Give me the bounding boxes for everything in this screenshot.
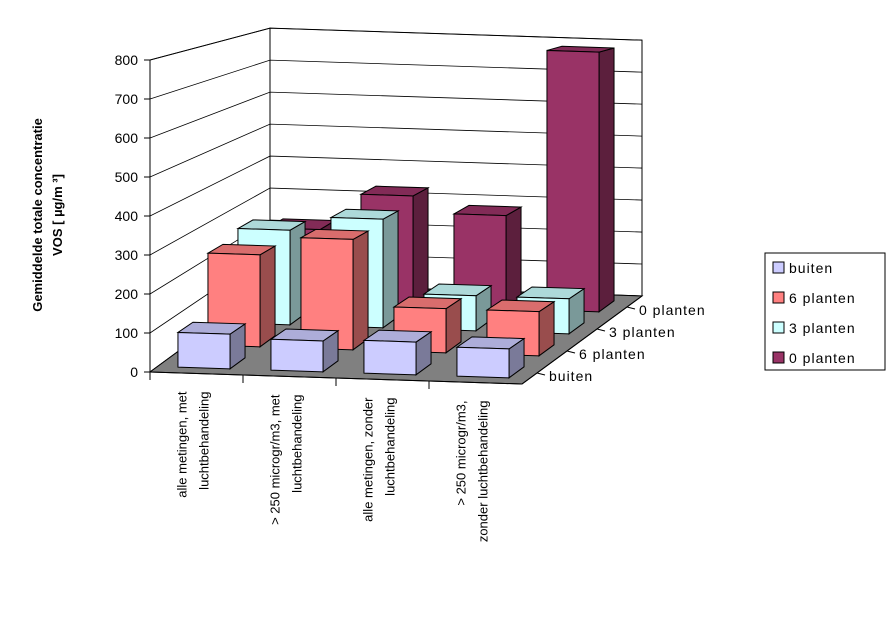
depth-axis	[521, 295, 643, 385]
x-tick-label: luchtbehandeling	[290, 395, 305, 493]
bar	[455, 336, 526, 379]
legend-label: 0 planten	[789, 350, 856, 366]
legend-swatch	[772, 321, 785, 334]
x-tick-label: zonder luchtbehandeling	[476, 401, 491, 543]
depth-tick-label: 3 planten	[609, 324, 676, 340]
x-tick-label: > 250 microgr/m3,	[454, 401, 469, 506]
legend-label: buiten	[789, 260, 833, 276]
grid-line	[149, 123, 643, 178]
grid-line	[149, 59, 643, 100]
bar-front	[177, 331, 231, 370]
y-axis-label: Gemiddelde totale concentratie VOS [ µg/…	[30, 118, 65, 312]
x-tick-label: luchtbehandeling	[383, 398, 398, 496]
depth-tick	[566, 350, 576, 354]
legend-swatch	[772, 291, 785, 304]
depth-tick-label: 0 planten	[639, 302, 706, 318]
x-tick-label: luchtbehandeling	[197, 392, 212, 490]
depth-tick	[626, 306, 636, 310]
y-tick-label: 0	[130, 364, 138, 380]
legend-swatch	[772, 261, 785, 274]
y-tick-label: 100	[115, 325, 139, 341]
y-tick-label: 600	[115, 130, 139, 146]
legend-box	[764, 252, 886, 371]
y-tick-label: 800	[115, 52, 139, 68]
bar	[362, 329, 433, 376]
bar-front	[270, 338, 324, 373]
bar	[299, 228, 370, 351]
bar-side	[352, 230, 369, 351]
x-tick-label: alle metingen, met	[175, 391, 190, 498]
x-tick-label: alle metingen, zonder	[361, 397, 376, 522]
depth-tick	[536, 372, 546, 376]
bar-side	[598, 47, 615, 313]
y-tick-label: 700	[115, 91, 139, 107]
x-tick-label: > 250 microgr/m3, met	[268, 394, 283, 525]
y-axis-label-line: VOS [ µg/m ³]	[50, 174, 65, 256]
bar-front	[363, 339, 417, 376]
bar-front	[456, 346, 510, 379]
bar	[269, 328, 340, 373]
legend-swatch	[772, 351, 785, 364]
y-tick-label: 200	[115, 286, 139, 302]
bar	[546, 45, 615, 313]
grid-line	[149, 91, 643, 139]
bar-side	[505, 206, 522, 310]
legend-label: 6 planten	[789, 290, 856, 306]
y-tick-label: 500	[115, 169, 139, 185]
bar-side	[412, 187, 429, 307]
bar-side	[259, 245, 276, 348]
grid-line	[149, 155, 643, 217]
depth-tick-label: buiten	[549, 368, 593, 384]
grid-line	[149, 187, 643, 256]
depth-tick-label: 6 planten	[579, 346, 646, 362]
bar-front	[546, 49, 600, 313]
legend-label: 3 planten	[789, 320, 856, 336]
y-tick-label: 400	[115, 208, 139, 224]
depth-tick	[596, 328, 606, 332]
bar	[176, 321, 247, 370]
y-tick-label: 300	[115, 247, 139, 263]
grid-line	[149, 27, 643, 61]
y-axis-label-line: Gemiddelde totale concentratie	[30, 118, 45, 312]
